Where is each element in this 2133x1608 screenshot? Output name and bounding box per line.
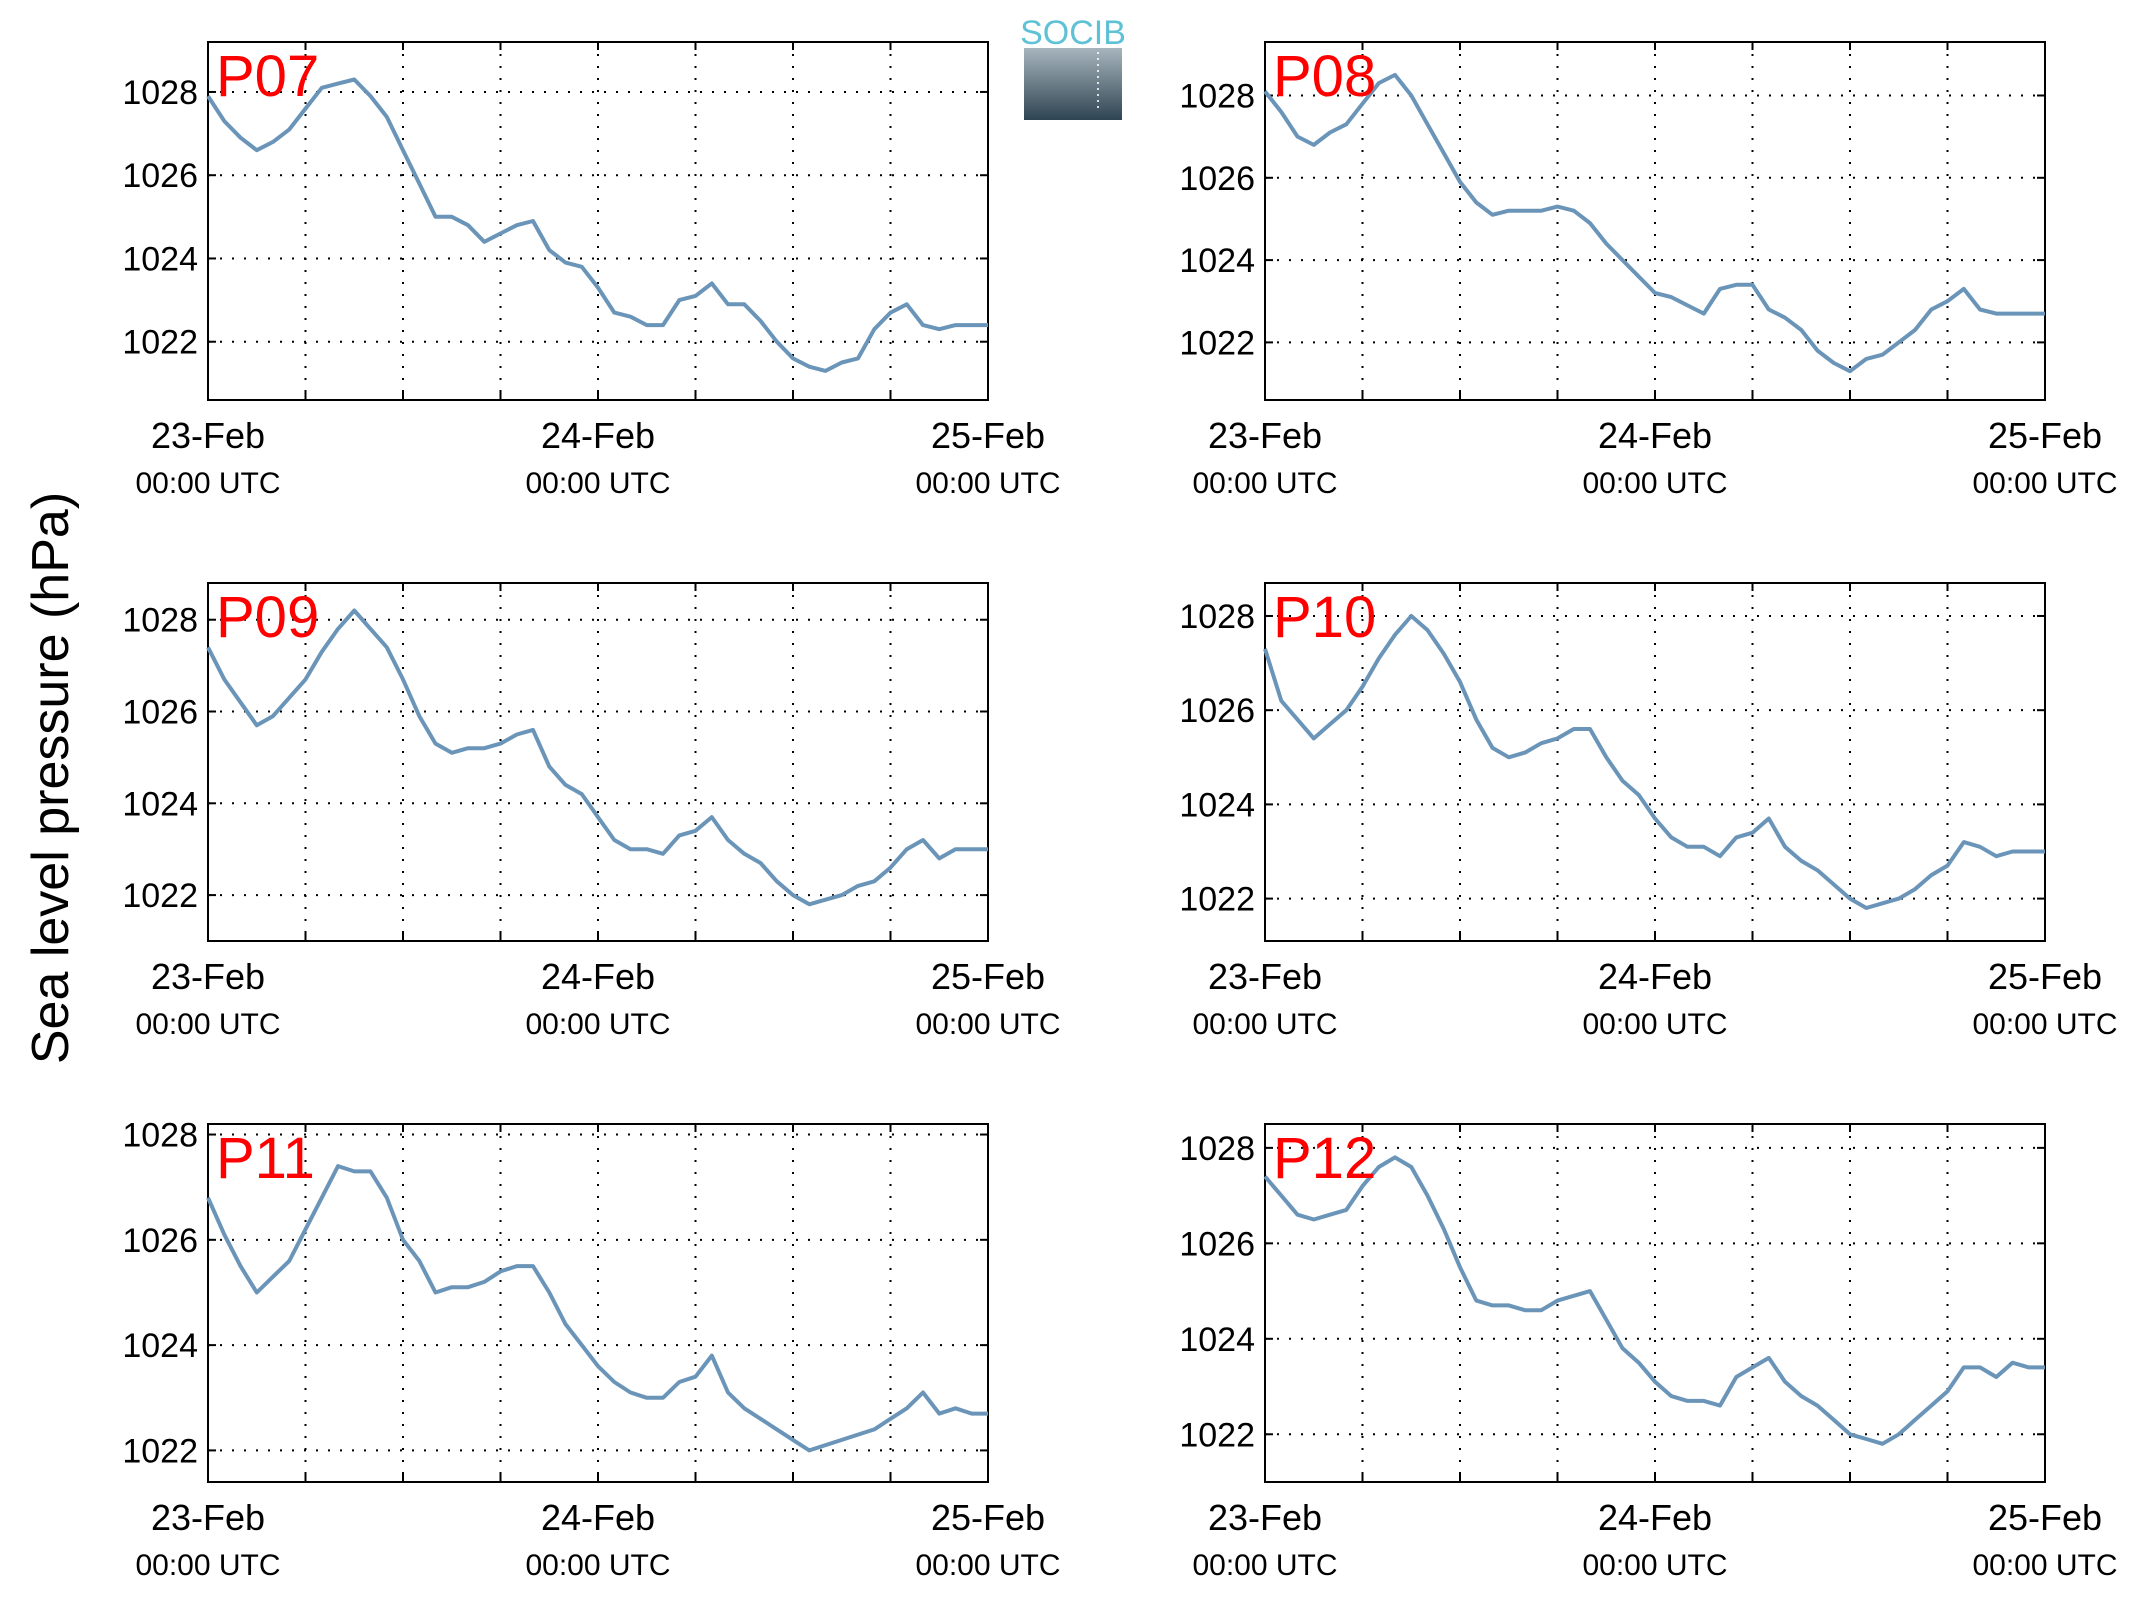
y-tick-label: 1022 <box>1179 1416 1255 1454</box>
x-tick-date-label: 23-Feb <box>1208 956 1322 997</box>
x-tick-time-label: 00:00 UTC <box>915 1549 1060 1582</box>
x-tick-time-label: 00:00 UTC <box>1582 467 1727 500</box>
x-tick-date-label: 25-Feb <box>1988 956 2102 997</box>
series-line <box>206 1164 988 1453</box>
x-tick-date-label: 23-Feb <box>151 1497 265 1538</box>
socib-logo: SOCIB <box>1020 14 1126 120</box>
x-tick-time-label: 00:00 UTC <box>135 1008 280 1041</box>
y-tick-label: 1022 <box>122 877 198 915</box>
y-axis-label: Sea level pressure (hPa) <box>22 492 80 1064</box>
x-tick-date-label: 23-Feb <box>1208 415 1322 456</box>
x-tick-date-label: 24-Feb <box>541 1497 655 1538</box>
socib-logo-block <box>1024 48 1122 120</box>
y-tick-label: 1026 <box>122 157 198 195</box>
y-tick-label: 1026 <box>122 694 198 732</box>
x-tick-time-label: 00:00 UTC <box>525 1008 670 1041</box>
x-tick-date-label: 23-Feb <box>151 956 265 997</box>
y-tick-label: 1024 <box>1179 242 1255 280</box>
panel-title: P07 <box>216 44 319 109</box>
y-tick-label: 1028 <box>1179 1130 1255 1168</box>
x-tick-time-label: 00:00 UTC <box>135 1549 280 1582</box>
y-tick-label: 1022 <box>1179 324 1255 362</box>
x-tick-date-label: 25-Feb <box>931 1497 1045 1538</box>
panel-title: P10 <box>1273 585 1376 650</box>
x-tick-time-label: 00:00 UTC <box>1582 1008 1727 1041</box>
panel-title: P08 <box>1273 44 1376 109</box>
x-tick-time-label: 00:00 UTC <box>1192 1549 1337 1582</box>
axes-box <box>207 1123 989 1483</box>
axes-box <box>207 582 989 942</box>
y-tick-label: 1024 <box>1179 786 1255 824</box>
y-tick-label: 1024 <box>122 785 198 823</box>
axes-box <box>1264 582 2046 942</box>
x-tick-date-label: 23-Feb <box>1208 1497 1322 1538</box>
axes-box <box>1264 41 2046 401</box>
chart-panel-5: 1022 1024 1026 1028 23-Feb 00:00 UTC 24-Feb 00:… <box>1179 1123 2118 1582</box>
x-tick-time-label: 00:00 UTC <box>1972 1549 2117 1582</box>
x-tick-date-label: 24-Feb <box>1598 1497 1712 1538</box>
x-tick-time-label: 00:00 UTC <box>915 1008 1060 1041</box>
y-tick-label: 1024 <box>1179 1321 1255 1359</box>
x-tick-time-label: 00:00 UTC <box>1192 1008 1337 1041</box>
y-tick-label: 1026 <box>122 1222 198 1260</box>
x-tick-date-label: 25-Feb <box>931 956 1045 997</box>
chart-panel-2: 1022 1024 1026 1028 23-Feb 00:00 UTC 24-Feb 00:… <box>122 582 1061 1041</box>
axes-box <box>1264 1123 2046 1483</box>
x-tick-date-label: 24-Feb <box>1598 415 1712 456</box>
y-tick-label: 1022 <box>122 324 198 362</box>
series-line <box>1263 72 2045 374</box>
y-tick-label: 1028 <box>122 74 198 112</box>
x-tick-date-label: 24-Feb <box>541 956 655 997</box>
x-tick-time-label: 00:00 UTC <box>915 467 1060 500</box>
series-line <box>206 608 988 907</box>
y-tick-label: 1028 <box>122 602 198 640</box>
series-line <box>1263 614 2045 910</box>
y-tick-label: 1028 <box>1179 77 1255 115</box>
panel-title: P09 <box>216 585 319 650</box>
y-tick-label: 1026 <box>1179 692 1255 730</box>
x-tick-date-label: 24-Feb <box>541 415 655 456</box>
x-tick-time-label: 00:00 UTC <box>1582 1549 1727 1582</box>
axes-box <box>207 41 989 401</box>
x-tick-time-label: 00:00 UTC <box>1972 467 2117 500</box>
panel-title: P11 <box>216 1126 315 1191</box>
chart-panel-1: 1022 1024 1026 1028 23-Feb 00:00 UTC 24-Feb 00:… <box>1179 41 2118 500</box>
x-tick-time-label: 00:00 UTC <box>1192 467 1337 500</box>
y-tick-label: 1026 <box>1179 160 1255 198</box>
panel-title: P12 <box>1273 1126 1376 1191</box>
chart-panel-4: 1022 1024 1026 1028 23-Feb 00:00 UTC 24-Feb 00:… <box>122 1117 1060 1582</box>
x-tick-time-label: 00:00 UTC <box>525 1549 670 1582</box>
y-tick-label: 1024 <box>122 240 198 278</box>
x-tick-date-label: 24-Feb <box>1598 956 1712 997</box>
y-tick-label: 1026 <box>1179 1225 1255 1263</box>
x-tick-time-label: 00:00 UTC <box>135 467 280 500</box>
x-tick-date-label: 25-Feb <box>1988 415 2102 456</box>
y-tick-label: 1022 <box>122 1432 198 1470</box>
x-tick-time-label: 00:00 UTC <box>525 467 670 500</box>
x-tick-date-label: 25-Feb <box>1988 1497 2102 1538</box>
chart-panel-0: 1022 1024 1026 1028 23-Feb 00:00 UTC 24-Feb 00:… <box>122 41 1061 500</box>
y-tick-label: 1022 <box>1179 881 1255 919</box>
chart-panel-3: 1022 1024 1026 1028 23-Feb 00:00 UTC 24-Feb 00:… <box>1179 582 2118 1041</box>
series-line <box>206 77 988 373</box>
y-tick-label: 1024 <box>122 1327 198 1365</box>
series-line <box>1263 1155 2045 1446</box>
y-tick-label: 1028 <box>122 1117 198 1155</box>
x-tick-date-label: 25-Feb <box>931 415 1045 456</box>
y-tick-label: 1028 <box>1179 598 1255 636</box>
x-tick-date-label: 23-Feb <box>151 415 265 456</box>
socib-logo-text: SOCIB <box>1020 14 1126 52</box>
x-tick-time-label: 00:00 UTC <box>1972 1008 2117 1041</box>
